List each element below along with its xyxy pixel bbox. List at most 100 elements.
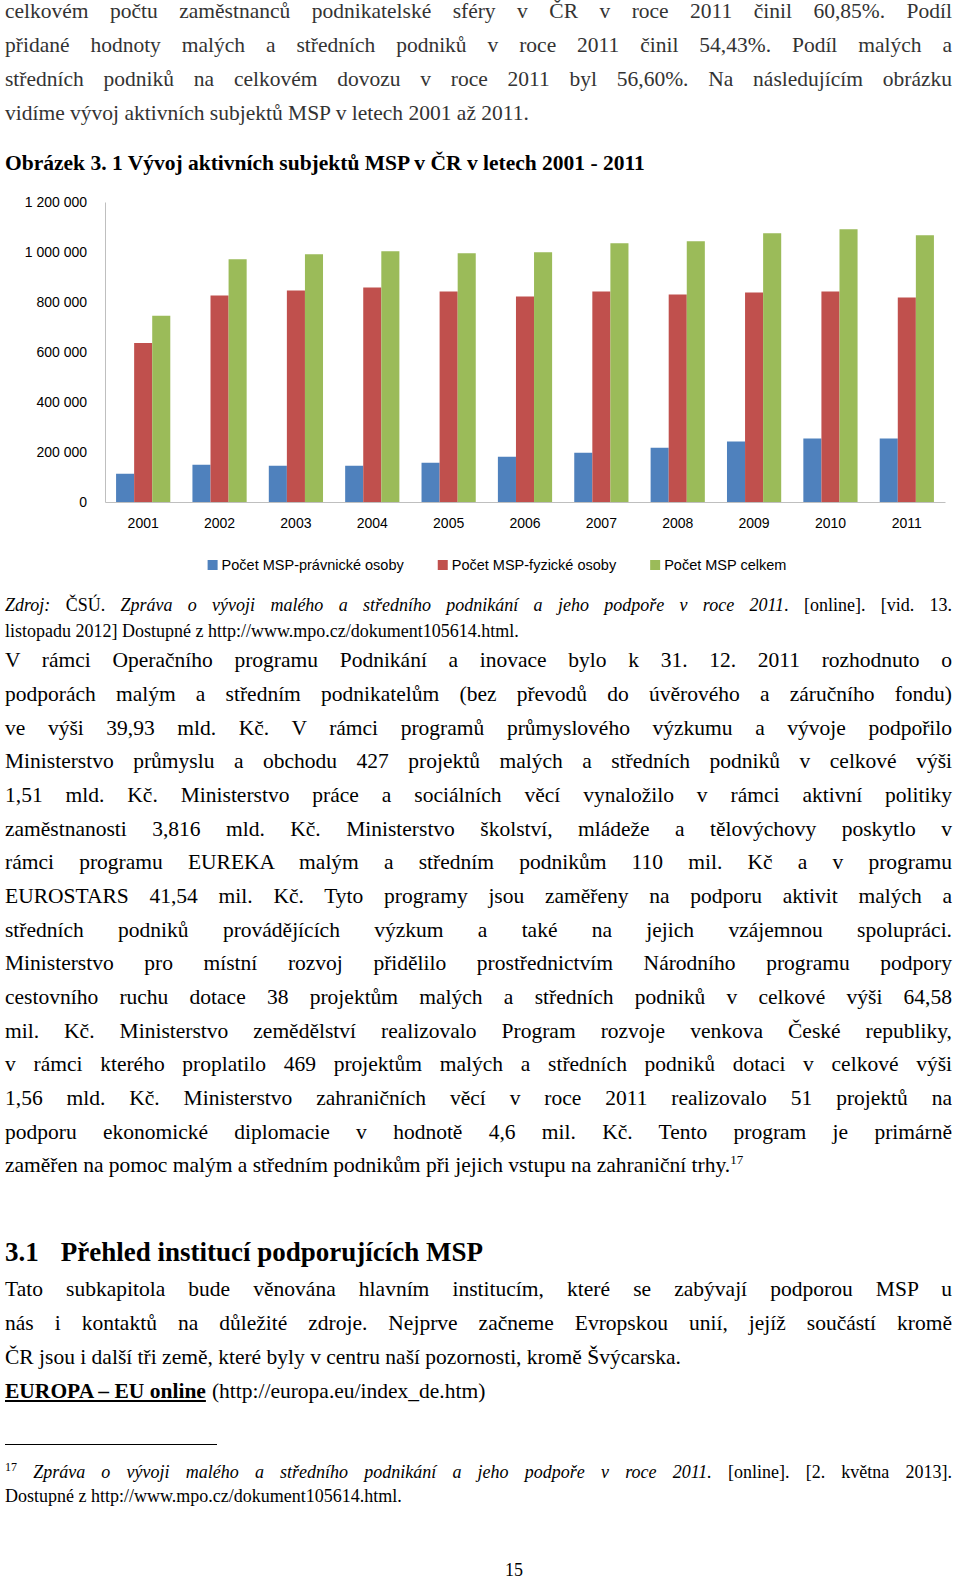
tick: 2003 bbox=[280, 502, 311, 531]
section-heading: 3.1Přehled institucí podporujících MSP bbox=[5, 1232, 952, 1272]
tick-label: 2002 bbox=[204, 515, 235, 531]
text-line: středních podniků na celkovém dovozu v r… bbox=[5, 63, 952, 97]
tick: 800 000 bbox=[36, 294, 105, 310]
bar bbox=[534, 252, 552, 502]
bar bbox=[305, 254, 323, 502]
bar-series bbox=[152, 229, 934, 502]
legend-swatch bbox=[650, 560, 660, 570]
bar bbox=[745, 293, 763, 503]
bar bbox=[229, 259, 247, 502]
text-segment: Zpráva o vývoji malého a středního podni… bbox=[17, 1462, 712, 1482]
page-number: 15 bbox=[464, 1558, 564, 1581]
section-paragraph: Tato subkapitola bude věnována hlavním i… bbox=[5, 1273, 952, 1374]
legend-item: Počet MSP celkem bbox=[650, 557, 786, 573]
bar bbox=[839, 229, 857, 502]
y-axis: 0 200 000 400 000 600 000 800 000 1 000 000 1 … bbox=[25, 194, 106, 510]
tick-label: 2003 bbox=[280, 515, 311, 531]
bar bbox=[574, 453, 592, 502]
text-line: zaměřen na pomoc malým a středním podnik… bbox=[5, 1149, 952, 1183]
tick-label: 800 000 bbox=[36, 294, 87, 310]
legend-item: Počet MSP-fyzické osoby bbox=[438, 557, 617, 573]
bar bbox=[116, 474, 134, 502]
chart: 0 200 000 400 000 600 000 800 000 1 000 000 1 … bbox=[0, 185, 960, 595]
tick: 2007 bbox=[586, 502, 617, 531]
tick-label: 2006 bbox=[509, 515, 540, 531]
text-segment: listopadu 2012] Dostupné z http://www.mp… bbox=[5, 621, 519, 641]
text-line: mil. Kč. Ministerstvo zemědělství realiz… bbox=[5, 1015, 952, 1049]
text-line: Dostupné z http://www.mpo.cz/dokument105… bbox=[5, 1484, 952, 1508]
bar bbox=[134, 343, 152, 502]
bars bbox=[116, 229, 934, 502]
text-line: podporách malým a středním podnikatelům … bbox=[5, 678, 952, 712]
tick-label: 1 200 000 bbox=[25, 194, 87, 210]
footnote-rule bbox=[5, 1444, 217, 1445]
tick: 600 000 bbox=[36, 344, 105, 360]
bar bbox=[381, 251, 399, 502]
legend-label: Počet MSP celkem bbox=[664, 557, 786, 573]
bar bbox=[516, 297, 534, 503]
bar bbox=[687, 241, 705, 502]
tick: 2010 bbox=[815, 502, 846, 531]
text-segment: ČSÚ. bbox=[50, 595, 120, 615]
bar bbox=[192, 465, 210, 502]
tick-label: 2008 bbox=[662, 515, 693, 531]
bar bbox=[898, 298, 916, 503]
footnote-number: 17 bbox=[5, 1460, 17, 1474]
bar bbox=[440, 292, 458, 503]
bar bbox=[651, 448, 669, 502]
tick: 2008 bbox=[662, 502, 693, 531]
text-segment: . [online]. [vid. 13. bbox=[784, 595, 952, 615]
tick: 400 000 bbox=[36, 394, 105, 410]
heading: 3.1Přehled institucí podporujících MSP bbox=[5, 1232, 952, 1272]
tick: 2004 bbox=[357, 502, 388, 531]
tick: 0 bbox=[79, 494, 105, 510]
footnote-ref: 17 bbox=[730, 1152, 743, 1167]
bar-series bbox=[134, 288, 916, 503]
bar bbox=[498, 457, 516, 502]
link-line: EUROPA – EU online(http://europa.eu/inde… bbox=[5, 1375, 952, 1409]
tick: 1 000 000 bbox=[25, 244, 105, 260]
tick-label: 2007 bbox=[586, 515, 617, 531]
bar bbox=[363, 288, 381, 503]
tick: 200 000 bbox=[36, 444, 105, 460]
tick: 2001 bbox=[128, 502, 159, 531]
bar bbox=[422, 463, 440, 502]
footnote: 17 Zpráva o vývoji malého a středního po… bbox=[5, 1460, 952, 1509]
tick-label: 400 000 bbox=[36, 394, 87, 410]
text-line: středních podniků provádějících výzkum a… bbox=[5, 914, 952, 948]
text-line: vidíme vývoj aktivních subjektů MSP v le… bbox=[5, 97, 952, 131]
axis-line bbox=[105, 203, 106, 503]
legend: Počet MSP-právnické osoby Počet MSP-fyzic… bbox=[208, 557, 787, 573]
tick: 2009 bbox=[739, 502, 770, 531]
text-line: 1,56 mld. Kč. Ministerstvo zahraničních … bbox=[5, 1082, 952, 1116]
heading-title: Přehled institucí podporujících MSP bbox=[61, 1237, 483, 1267]
bar bbox=[211, 296, 229, 503]
link-url: (http://europa.eu/index_de.htm) bbox=[212, 1379, 485, 1403]
tick-label: 2001 bbox=[128, 515, 159, 531]
text-line: Ministerstvo pro místní rozvoj přidělilo… bbox=[5, 947, 952, 981]
page: celkovém počtu zaměstnanců podnikatelské… bbox=[0, 0, 960, 1581]
tick-label: 2009 bbox=[739, 515, 770, 531]
text-line: listopadu 2012] Dostupné z http://www.mp… bbox=[5, 618, 952, 644]
text-line: přidané hodnoty malých a středních podni… bbox=[5, 29, 952, 63]
bar bbox=[152, 316, 170, 502]
bar bbox=[763, 233, 781, 502]
tick-label: 2011 bbox=[892, 515, 922, 531]
bar bbox=[821, 292, 839, 503]
text-segment: Zpráva o vývoji malého a středního podni… bbox=[120, 595, 784, 615]
legend-label: Počet MSP-fyzické osoby bbox=[452, 557, 617, 573]
text-line: zaměstnanosti 3,816 mld. Kč. Ministerstv… bbox=[5, 813, 952, 847]
text-line: EUROSTARS 41,54 mil. Kč. Tyto programy j… bbox=[5, 880, 952, 914]
legend-label: Počet MSP-právnické osoby bbox=[222, 557, 405, 573]
bar bbox=[458, 253, 476, 502]
text-line: Zdroj: ČSÚ. Zpráva o vývoji malého a stř… bbox=[5, 592, 952, 618]
figure-caption: Obrázek 3. 1 Vývoj aktivních subjektů MS… bbox=[5, 147, 952, 181]
tick-label: 1 000 000 bbox=[25, 244, 87, 260]
x-axis: 2001 2002 2003 2004 2005 2006 2007 2008 2009 2010… bbox=[106, 502, 946, 531]
tick: 2002 bbox=[204, 502, 235, 531]
bar bbox=[269, 466, 287, 502]
tick-label: 2005 bbox=[433, 515, 464, 531]
text-line: cestovního ruchu dotace 38 projektům mal… bbox=[5, 981, 952, 1015]
paragraph: V rámci Operačního programu Podnikání a … bbox=[5, 644, 952, 1183]
bar bbox=[592, 292, 610, 503]
